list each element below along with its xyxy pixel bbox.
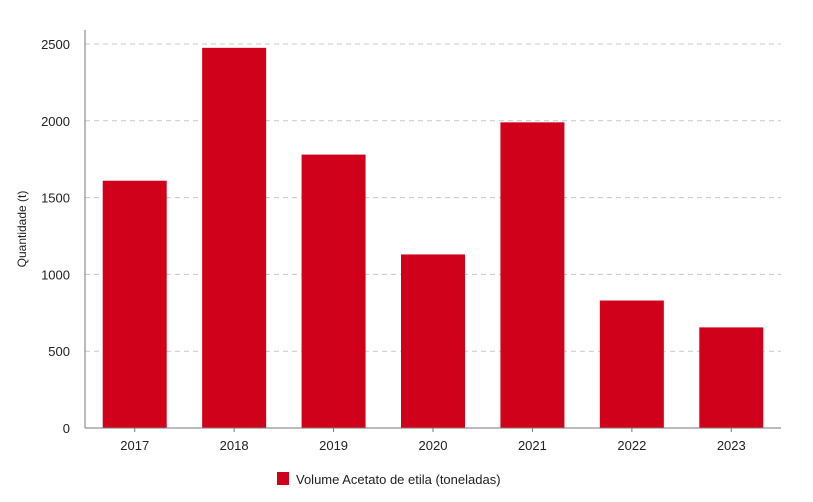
bar-2021 [500,122,565,428]
legend: Volume Acetato de etila (toneladas) [277,472,501,487]
bar-2020 [401,254,465,428]
y-tick-label: 0 [63,421,70,436]
y-tick-label: 1500 [41,191,70,206]
y-tick-label: 500 [48,344,70,359]
bar-2018 [202,47,267,429]
x-tick-label: 2020 [419,438,448,453]
legend-swatch [277,472,289,485]
y-tick-label: 1000 [41,267,70,282]
bar-2019 [301,154,366,429]
bar-2023 [699,327,764,428]
x-tick-label: 2017 [120,438,149,453]
gridlines [85,43,781,352]
bar-2022 [599,300,664,428]
x-tick-labels: 2017 2018 2019 2020 2021 2022 2023 [120,428,746,453]
bar-2017 [102,180,167,428]
x-tick-label: 2019 [319,438,348,453]
bars [102,47,764,429]
legend-label: Volume Acetato de etila (toneladas) [296,472,501,487]
x-tick-label: 2018 [220,438,249,453]
y-tick-label: 2000 [41,114,70,129]
y-tick-labels: 0 500 1000 1500 2000 2500 [41,37,70,436]
y-tick-label: 2500 [41,37,70,52]
x-tick-label: 2022 [617,438,646,453]
y-axis-title: Quantidade (t) [15,191,29,268]
x-tick-label: 2023 [717,438,746,453]
x-tick-label: 2021 [518,438,547,453]
